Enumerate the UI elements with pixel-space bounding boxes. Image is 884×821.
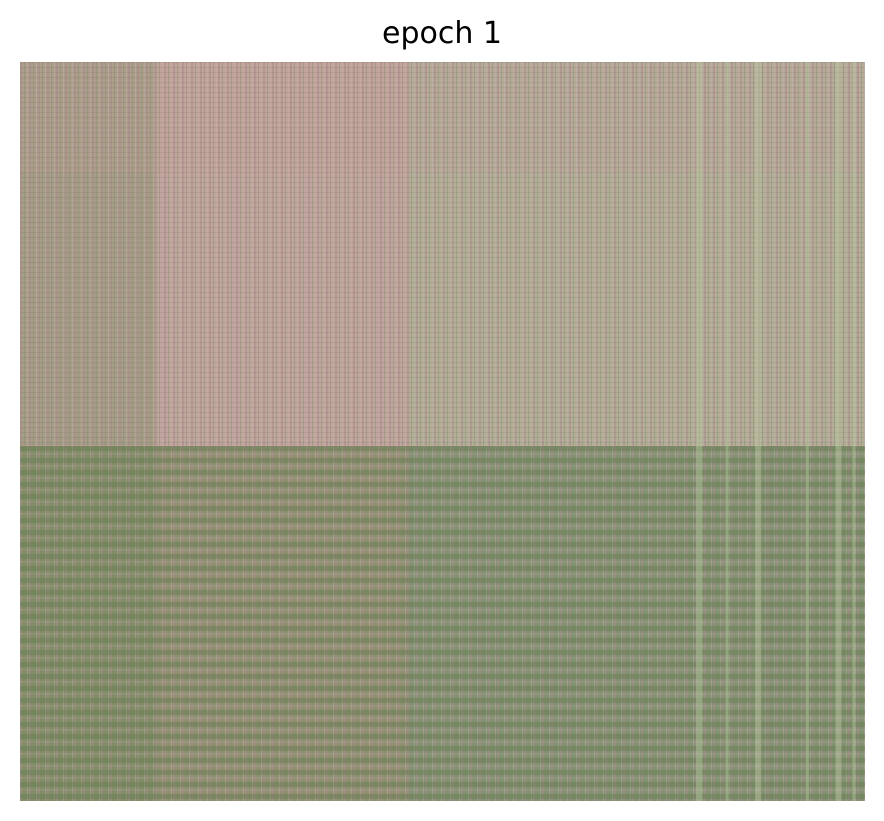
heatmap-lower-rows — [20, 446, 865, 801]
heatmap-upper-rows — [20, 62, 865, 446]
heatmap-light-streak — [696, 62, 702, 801]
heatmap-light-streak — [852, 62, 856, 801]
heatmap-light-streak — [725, 62, 729, 801]
heatmap-light-streaks — [696, 62, 856, 801]
chart-title: epoch 1 — [382, 16, 502, 51]
heatmap — [20, 62, 865, 801]
heatmap-light-streak — [805, 62, 809, 801]
heatmap-light-streak — [755, 62, 762, 801]
heatmap-light-streak — [835, 62, 842, 801]
